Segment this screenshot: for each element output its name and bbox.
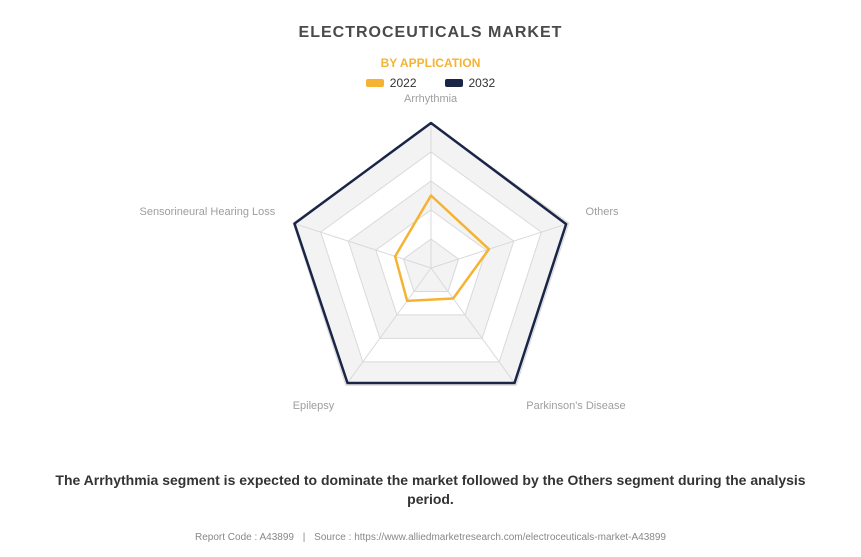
axis-label: Sensorineural Hearing Loss (139, 206, 275, 218)
report-code-label: Report Code : (195, 532, 257, 543)
legend-swatch-2032 (445, 79, 463, 87)
caption: The Arrhythmia segment is expected to do… (0, 471, 861, 509)
source-url: https://www.alliedmarketresearch.com/ele… (354, 532, 666, 543)
axis-label: Parkinson's Disease (526, 400, 625, 412)
subtitle: BY APPLICATION (0, 56, 861, 70)
radar-svg (151, 88, 711, 448)
legend-swatch-2022 (366, 79, 384, 87)
footer-separator: | (303, 532, 306, 543)
axis-label: Arrhythmia (404, 93, 457, 105)
source-label: Source : (314, 532, 351, 543)
report-code: A43899 (260, 532, 294, 543)
footer: Report Code : A43899 | Source : https://… (0, 532, 861, 543)
axis-label: Others (586, 206, 619, 218)
page-title: ELECTROCEUTICALS MARKET (0, 0, 861, 42)
radar-chart: Arrhythmia Others Parkinson's Disease Epile… (151, 88, 711, 448)
axis-label: Epilepsy (293, 400, 335, 412)
